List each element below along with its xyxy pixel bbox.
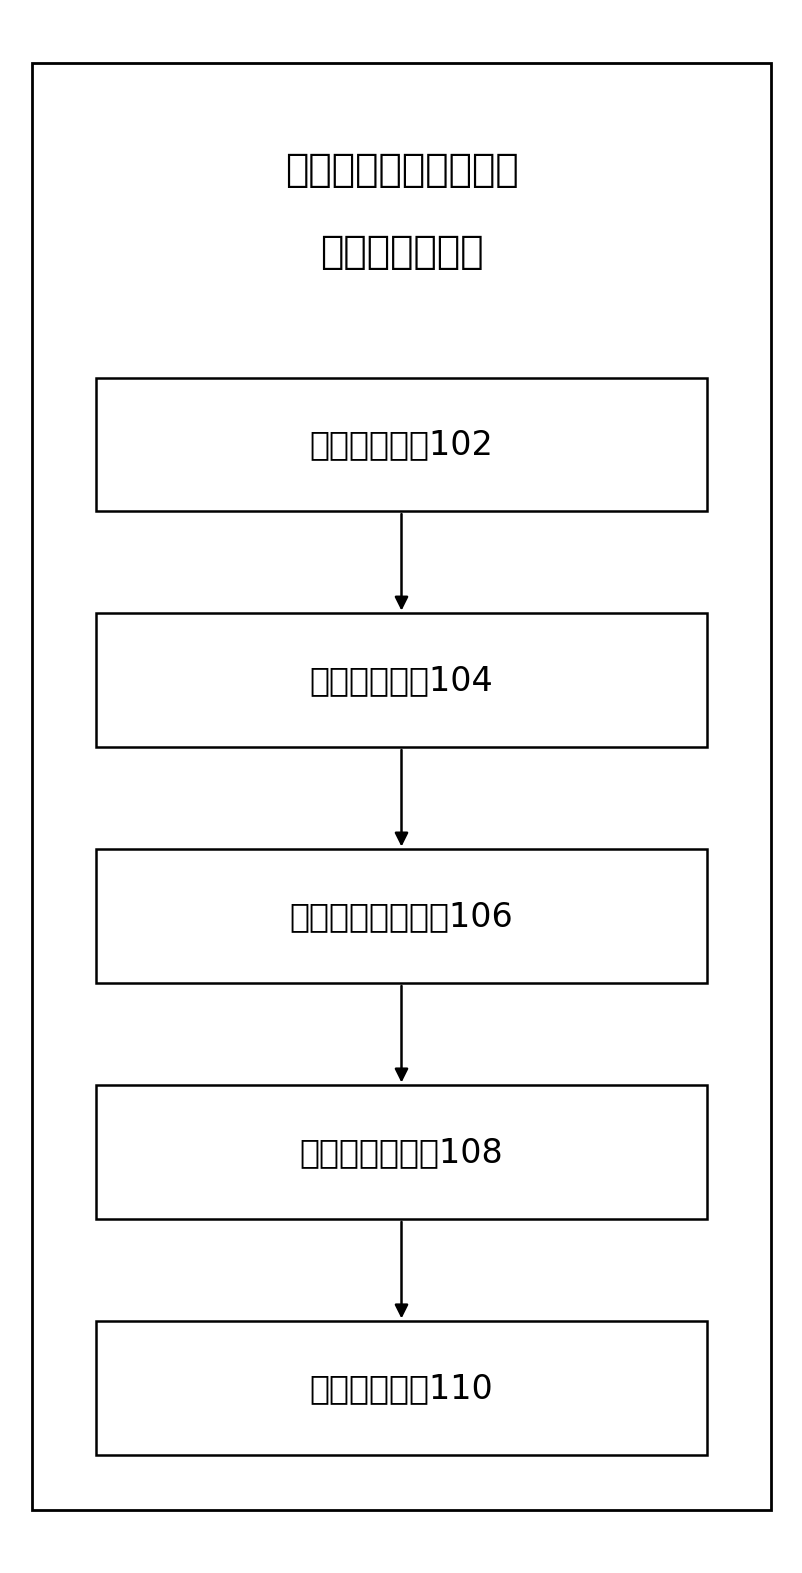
Text: 评分区间确定模块106: 评分区间确定模块106 [290, 900, 512, 933]
Text: 存在作弊交易的信用卡: 存在作弊交易的信用卡 [284, 151, 518, 189]
Text: 可疑度确定模块108: 可疑度确定模块108 [299, 1136, 503, 1169]
Bar [96, 613, 706, 747]
Bar [96, 1085, 706, 1219]
Text: 数据获取模块102: 数据获取模块102 [310, 428, 492, 461]
Text: 聚类处理模块104: 聚类处理模块104 [310, 664, 492, 697]
Text: 账户的筛选装置: 账户的筛选装置 [319, 233, 483, 271]
Bar [96, 378, 706, 511]
Text: 账户筛选模块110: 账户筛选模块110 [310, 1372, 492, 1405]
Bar [96, 849, 706, 983]
Bar [96, 1321, 706, 1455]
